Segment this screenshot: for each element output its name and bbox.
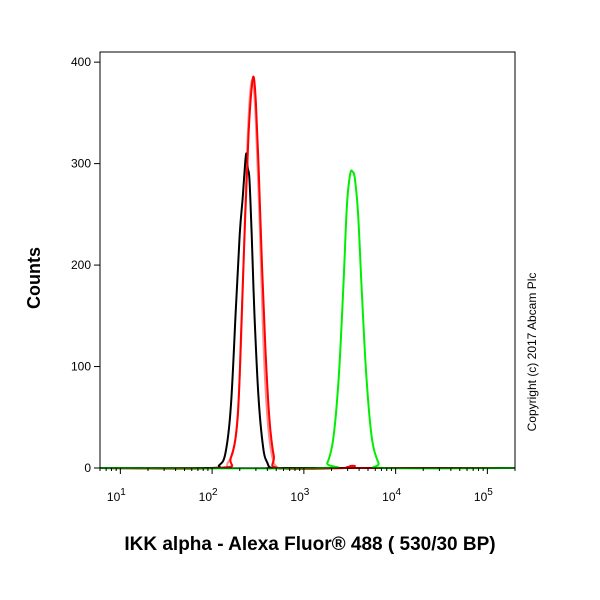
x-axis-label: IKK alpha - Alexa Fluor® 488 ( 530/30 BP…	[124, 534, 495, 555]
x-tick-label: 104	[382, 487, 401, 504]
y-tick-label: 300	[71, 157, 91, 171]
histogram-series-2	[99, 75, 516, 470]
y-tick-label: 200	[71, 258, 91, 272]
plot-frame	[99, 51, 516, 469]
y-tick-label: 400	[71, 55, 91, 69]
y-tick-label: 0	[84, 461, 91, 475]
ticks-layer: 0 100 200 300 400 101 102 103 104 105	[71, 55, 516, 504]
x-tick-label: 105	[474, 487, 493, 504]
histogram-series-0	[99, 79, 515, 470]
y-axis-label: Counts	[24, 247, 44, 309]
x-tick-label: 103	[290, 487, 309, 504]
x-tick-label: 102	[199, 487, 218, 504]
histogram-series-3	[99, 169, 516, 470]
x-tick-label: 101	[107, 487, 126, 504]
histogram-series-1	[99, 152, 515, 470]
y-tick-label: 100	[71, 360, 91, 374]
series-layer	[99, 75, 516, 470]
copyright-annotation: Copyright (c) 2017 Abcam Plc	[525, 273, 539, 432]
